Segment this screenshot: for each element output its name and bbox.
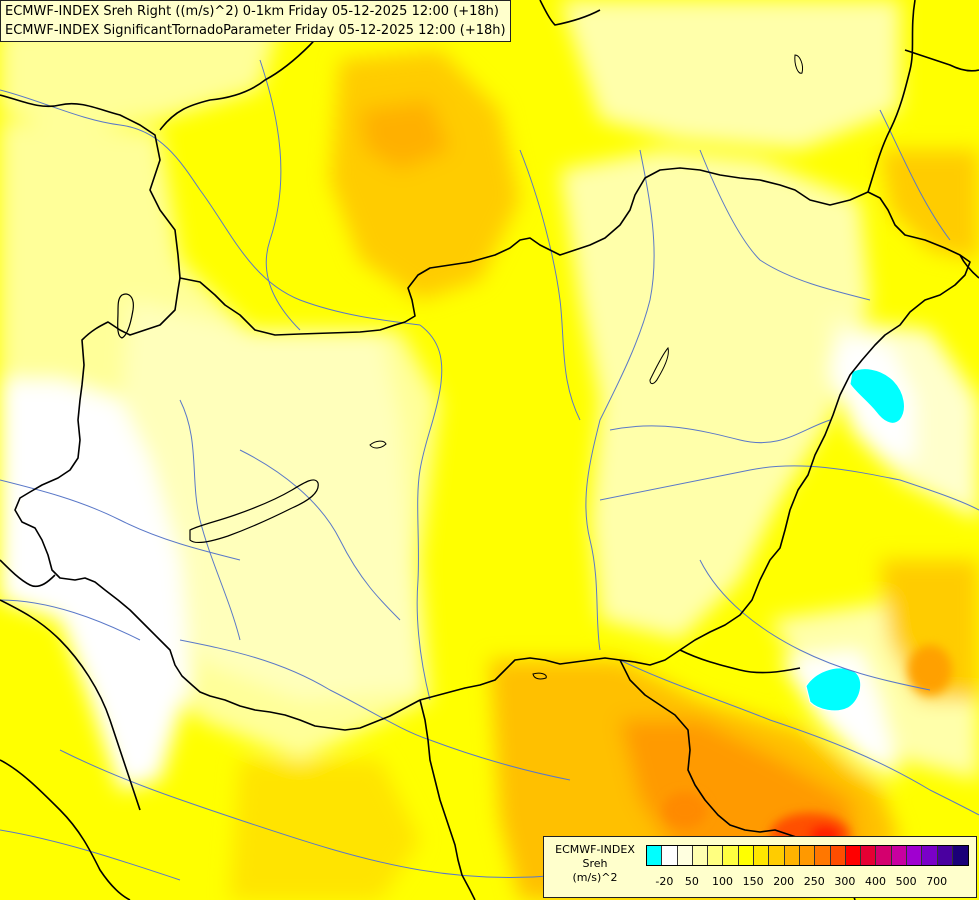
legend-swatch-19 — [937, 846, 953, 865]
map-title-box: ECMWF-INDEX Sreh Right ((m/s)^2) 0-1km F… — [0, 0, 511, 42]
orange-core-far-east — [908, 645, 952, 695]
legend-tick-label: 50 — [684, 875, 699, 888]
legend-tick-label: 700 — [926, 875, 948, 888]
pale-region-north — [560, 0, 900, 150]
legend-tick-labels: -20 50 100 150 200 250 300 400 500 700 — [646, 875, 970, 891]
border-croatia-west — [0, 599, 141, 811]
legend-swatch-8 — [769, 846, 785, 865]
river-south — [619, 659, 979, 816]
lake-neusiedl — [117, 293, 134, 339]
legend-swatch-1 — [662, 846, 678, 865]
legend-swatch-17 — [907, 846, 923, 865]
orange-region-far-east — [880, 560, 979, 700]
river-sava — [59, 749, 601, 878]
border-slovenia — [0, 559, 56, 588]
lake-velence — [369, 440, 387, 449]
color-legend: ECMWF-INDEX Sreh (m/s)^2 -20 50 100 150 200 2… — [543, 836, 977, 898]
legend-swatch-14 — [861, 846, 877, 865]
legend-swatch-12 — [830, 846, 846, 865]
legend-swatch-3 — [692, 846, 709, 865]
orange-region-north-core — [360, 100, 450, 170]
legend-tick-label: 500 — [895, 875, 917, 888]
map-title-line1: ECMWF-INDEX Sreh Right ((m/s)^2) 0-1km F… — [5, 4, 499, 19]
orange-region-northeast — [880, 150, 979, 260]
river-west-2 — [179, 399, 241, 641]
legend-swatch-15 — [876, 846, 892, 865]
legend-swatch-10 — [799, 846, 816, 865]
border-south-croatia — [419, 699, 476, 900]
river-north-2 — [519, 149, 581, 421]
legend-swatch-6 — [738, 846, 755, 865]
legend-swatch-0 — [647, 846, 663, 865]
legend-swatch-16 — [891, 846, 908, 865]
border-hungary-north — [14, 167, 971, 731]
lake-balaton — [189, 479, 319, 544]
river-south-east-2 — [699, 559, 931, 691]
legend-color-scale — [646, 845, 970, 866]
lake-small-north — [794, 54, 803, 74]
legend-swatch-9 — [784, 846, 800, 865]
cyan-area-southeast — [805, 667, 862, 712]
river-east-1 — [599, 465, 979, 511]
river-west-3 — [0, 599, 141, 641]
legend-swatch-7 — [754, 846, 770, 865]
border-ukraine-top — [904, 49, 979, 72]
legend-title: ECMWF-INDEX Sreh (m/s)^2 — [548, 843, 642, 885]
river-north-1 — [259, 59, 301, 331]
legend-swatch-18 — [922, 846, 938, 865]
legend-tick-label: -20 — [655, 875, 674, 888]
legend-tick-label: 150 — [742, 875, 764, 888]
pale-region-east — [560, 150, 870, 640]
map-title-line2: ECMWF-INDEX SignificantTornadoParameter … — [5, 23, 506, 38]
legend-swatch-4 — [708, 846, 724, 865]
legend-swatch-5 — [723, 846, 739, 865]
river-danube — [416, 324, 443, 701]
river-west-1 — [0, 479, 241, 561]
pale-region-central-west — [120, 300, 420, 700]
legend-tick-label: 400 — [865, 875, 886, 888]
lake-small-south — [532, 672, 547, 680]
legend-title-source: ECMWF-INDEX — [555, 843, 635, 856]
legend-title-variable: Sreh — [582, 857, 608, 870]
river-north-3 — [699, 149, 871, 301]
border-north-east — [539, 0, 601, 26]
river-tisza — [585, 149, 655, 651]
legend-tick-label: 200 — [773, 875, 795, 888]
border-ukraine — [867, 0, 916, 193]
border-southwest — [0, 759, 131, 900]
river-northeast — [879, 109, 951, 241]
orange-core-south-west — [663, 792, 707, 828]
border-slovakia-north — [0, 94, 181, 279]
legend-tick-label: 300 — [834, 875, 856, 888]
cyan-area-east — [849, 368, 905, 424]
legend-tick-label: 100 — [712, 875, 733, 888]
legend-title-unit: (m/s)^2 — [572, 871, 618, 884]
legend-swatch-20 — [952, 846, 969, 865]
orange-region-southwest — [230, 760, 420, 900]
border-east-right — [959, 254, 979, 279]
river-east-2 — [609, 419, 831, 444]
legend-swatch-2 — [677, 846, 693, 865]
legend-swatch-11 — [815, 846, 831, 865]
legend-swatch-13 — [845, 846, 862, 865]
lake-tisza — [649, 346, 669, 385]
border-romania-south — [679, 649, 801, 674]
legend-tick-label: 250 — [803, 875, 825, 888]
river-danube-west — [0, 89, 421, 326]
river-center-west — [239, 449, 401, 621]
